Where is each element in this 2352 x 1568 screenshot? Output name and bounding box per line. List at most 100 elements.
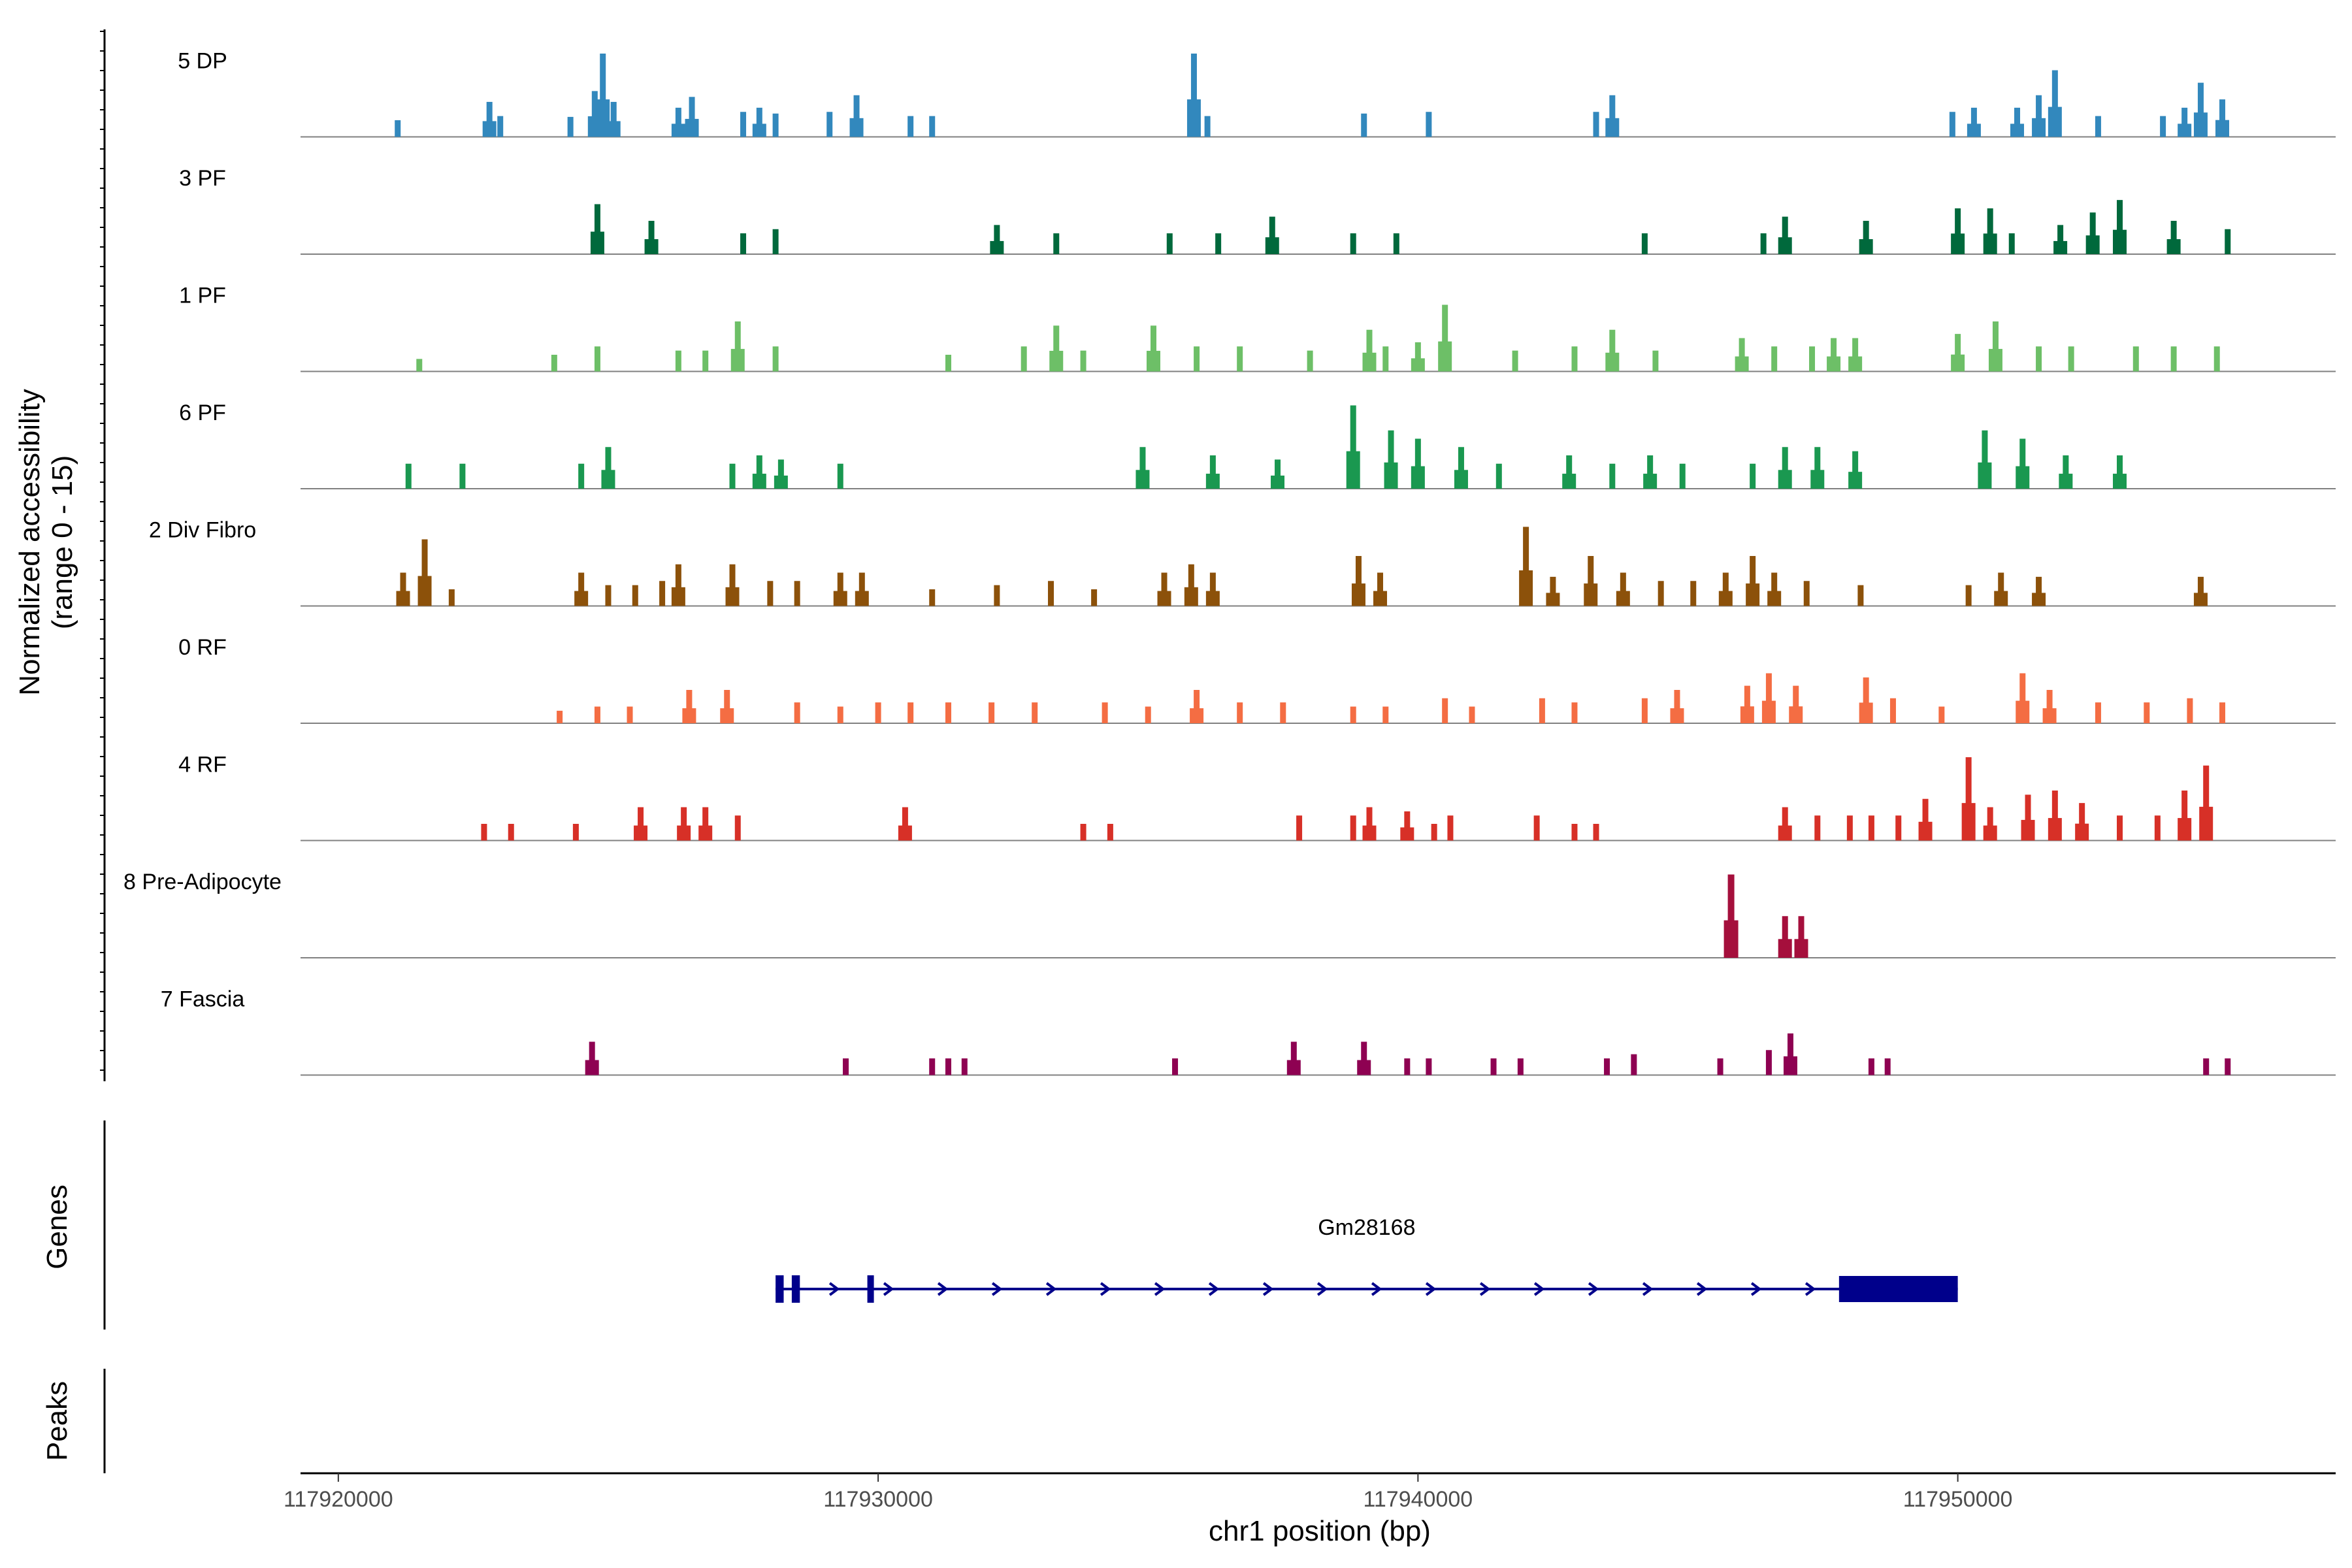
coverage-peak	[1469, 706, 1475, 723]
coverage-peak	[1048, 581, 1054, 606]
coverage-peak	[1350, 815, 1356, 841]
coverage-peak-shoulder	[2048, 106, 2062, 137]
gene-strand-arrow	[1371, 1282, 1382, 1296]
coverage-peak	[1863, 677, 1869, 723]
coverage-peak-shoulder	[601, 470, 615, 489]
coverage-peak	[2203, 765, 2210, 841]
coverage-tracks: 5 DP 3 PF 1 PF 6 PF 2 Div Fibro 0 RF 4 RF 8 Pre…	[123, 49, 2336, 1076]
coverage-peak-shoulder	[1438, 341, 1452, 372]
coverage-peak	[2170, 346, 2177, 372]
coverage-peak-shoulder	[1767, 591, 1782, 606]
coverage-peak	[1679, 463, 1686, 489]
coverage-peak	[772, 346, 779, 372]
coverage-peak	[1955, 208, 1961, 254]
coverage-peak-shoulder	[1848, 472, 1863, 489]
coverage-peak-shoulder	[849, 118, 864, 137]
coverage-peak	[1307, 350, 1313, 372]
coverage-peak	[2057, 225, 2064, 254]
coverage-peak	[907, 116, 914, 137]
coverage-peak-shoulder	[1411, 358, 1425, 372]
coverage-peak	[2144, 702, 2150, 723]
coverage-peak	[1593, 824, 1599, 841]
coverage-peak	[1831, 338, 1837, 372]
gene-strand-arrow	[1045, 1282, 1057, 1296]
coverage-peak	[2019, 438, 2026, 489]
coverage-peak	[1166, 233, 1173, 254]
coverage-peak-shoulder	[2032, 118, 2046, 137]
coverage-peak	[1739, 338, 1745, 372]
coverage-peak	[481, 824, 487, 841]
coverage-peak-shoulder	[774, 475, 788, 489]
coverage-peak	[1782, 807, 1788, 841]
coverage-peak	[1846, 815, 1853, 841]
coverage-peak-shoulder	[1346, 451, 1360, 489]
coverage-peak-shoulder	[2193, 593, 2208, 606]
coverage-peak-shoulder	[1351, 583, 1365, 606]
coverage-peak-shoulder	[1286, 1060, 1301, 1075]
coverage-peak	[508, 824, 514, 841]
gene-exon	[791, 1275, 800, 1303]
coverage-peak	[772, 229, 779, 254]
coverage-peak	[1414, 438, 1421, 489]
coverage-peak	[929, 116, 936, 137]
coverage-peak	[1571, 702, 1578, 723]
coverage-peak	[1992, 321, 1999, 372]
coverage-peak-shoulder	[1400, 827, 1414, 841]
coverage-peak	[2187, 698, 2193, 723]
genes-panel-label: Genes	[41, 1184, 73, 1269]
coverage-peak	[1857, 585, 1864, 606]
coverage-peak	[632, 585, 638, 606]
coverage-peak	[1280, 702, 1286, 723]
coverage-peak-shoulder	[1778, 470, 1792, 489]
track-label: 4 RF	[178, 753, 227, 777]
gene-exon	[776, 1275, 784, 1303]
coverage-peak	[659, 581, 666, 606]
coverage-peak	[2051, 791, 2058, 841]
track-2-div-fibro: 2 Div Fibro	[149, 518, 2336, 607]
coverage-peak	[734, 815, 741, 841]
track-label: 8 Pre-Adipocyte	[123, 870, 282, 894]
coverage-peak	[421, 539, 428, 606]
coverage-peak-shoulder	[1859, 239, 1873, 254]
coverage-peak	[729, 564, 736, 606]
coverage-peak-shoulder	[396, 591, 410, 606]
coverage-peak	[1717, 1058, 1723, 1075]
coverage-peak	[1727, 874, 1735, 958]
coverage-peak	[1550, 576, 1556, 606]
gene-exon	[1838, 1276, 1958, 1302]
coverage-peak	[591, 91, 598, 137]
coverage-peak	[1021, 346, 1027, 372]
coverage-peak	[2019, 673, 2026, 723]
coverage-peak	[2068, 346, 2074, 372]
coverage-peak-shoulder	[833, 591, 847, 606]
coverage-peak	[1490, 1058, 1497, 1075]
coverage-peak	[1426, 112, 1432, 137]
coverage-peak	[1793, 685, 1799, 723]
coverage-peak	[875, 702, 881, 723]
coverage-peak	[1194, 690, 1200, 723]
coverage-y-ticks	[100, 31, 105, 1071]
coverage-peak	[2095, 702, 2101, 723]
y-axis-title: Normalized accessibility (range 0 - 15)	[14, 389, 78, 695]
coverage-peak-shoulder	[1778, 825, 1792, 841]
coverage-peak	[1620, 572, 1626, 606]
coverage-peak	[1803, 581, 1810, 606]
coverage-peak	[1442, 698, 1448, 723]
coverage-peak-shoulder	[1778, 939, 1792, 958]
coverage-peak	[1609, 329, 1616, 372]
coverage-peak	[1852, 451, 1859, 489]
coverage-peak-shoulder	[1519, 570, 1533, 606]
coverage-peak	[459, 463, 466, 489]
coverage-peak-shoulder	[1562, 474, 1576, 489]
coverage-peak	[945, 1058, 952, 1075]
coverage-peak	[843, 1058, 849, 1075]
coverage-peak	[907, 702, 914, 723]
coverage-peak-shoulder	[682, 708, 696, 723]
coverage-peak	[2219, 99, 2225, 137]
coverage-peak	[2225, 229, 2231, 254]
coverage-peak	[2132, 346, 2139, 372]
coverage-peak	[638, 807, 644, 841]
coverage-peak	[1760, 233, 1767, 254]
coverage-peak-shoulder	[1362, 352, 1377, 372]
coverage-peak	[2160, 116, 2166, 137]
